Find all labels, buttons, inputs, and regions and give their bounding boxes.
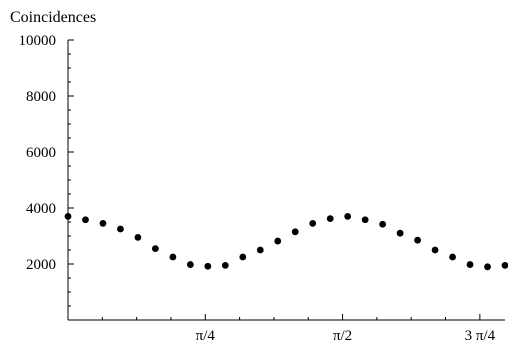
data-point	[99, 220, 107, 227]
data-point	[484, 263, 491, 271]
x-tick-label: 3 π/4	[465, 328, 496, 344]
y-tick-label: 4000	[26, 201, 56, 217]
data-point	[396, 229, 404, 237]
data-point	[309, 220, 317, 227]
data-point	[414, 236, 421, 244]
data-point	[82, 216, 89, 224]
data-point	[256, 246, 264, 254]
y-tick-label: 2000	[26, 257, 56, 273]
data-point	[134, 234, 142, 241]
y-tick-label: 8000	[26, 89, 56, 105]
data-point	[431, 246, 439, 254]
data-point	[221, 262, 229, 269]
data-points	[64, 213, 508, 271]
x-tick-label: π/2	[333, 328, 352, 344]
data-point	[361, 216, 369, 224]
data-point	[169, 253, 177, 261]
data-point	[204, 262, 212, 270]
data-point	[117, 225, 124, 233]
x-tick-label: π/4	[196, 328, 216, 344]
data-point	[186, 261, 194, 268]
y-tick-label: 6000	[26, 145, 56, 161]
axes: 2000 4000 6000 8000 10000 π/4 π/2 3 π/4	[19, 33, 505, 344]
data-point	[291, 228, 299, 236]
data-point	[379, 220, 387, 228]
data-point	[326, 215, 334, 223]
y-axis-title: Coincidences	[10, 9, 96, 26]
y-tick-label: 10000	[19, 33, 57, 49]
data-point	[501, 262, 508, 269]
data-point	[152, 245, 159, 253]
data-point	[274, 237, 282, 245]
data-point	[64, 213, 72, 220]
data-point	[449, 253, 456, 261]
data-point	[239, 253, 247, 261]
data-point	[466, 261, 474, 268]
data-point	[344, 213, 352, 220]
